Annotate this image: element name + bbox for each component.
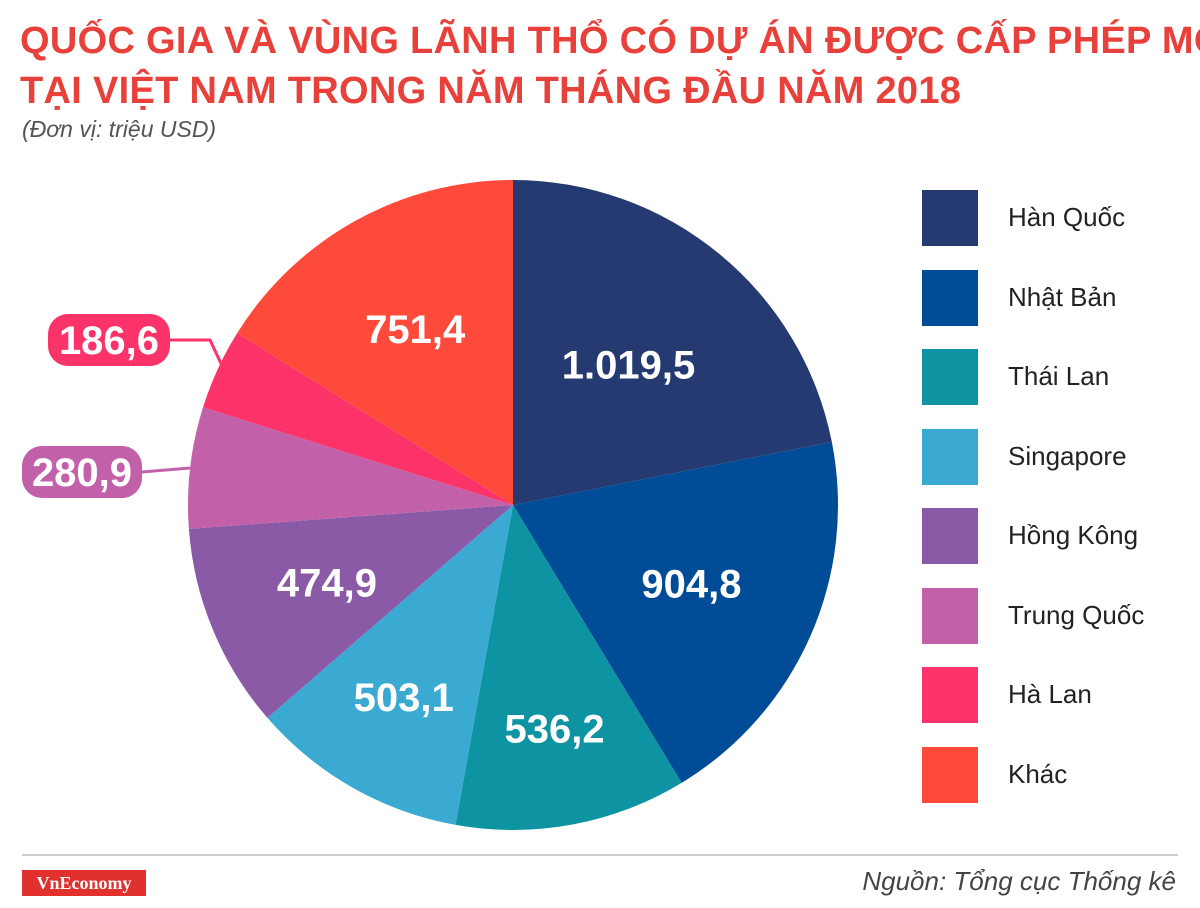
legend-swatch bbox=[922, 587, 978, 644]
legend-swatch bbox=[922, 190, 978, 246]
slice-value-label: 280,9 bbox=[32, 451, 132, 495]
slice-value-label: 751,4 bbox=[365, 308, 466, 352]
source-note: Nguồn: Tổng cục Thống kê bbox=[862, 866, 1176, 896]
legend-label: Hàn Quốc bbox=[1008, 202, 1126, 232]
legend-label: Singapore bbox=[1008, 440, 1127, 471]
legend-label: Thái Lan bbox=[1008, 361, 1110, 391]
pie-slice bbox=[455, 505, 682, 830]
pie-slice bbox=[513, 180, 832, 505]
slice-value-label: 474,9 bbox=[277, 561, 377, 605]
slice-value-label: 503,1 bbox=[354, 676, 454, 720]
footer-divider bbox=[22, 854, 1178, 856]
slice-value-label: 904,8 bbox=[641, 563, 741, 607]
pie-slice bbox=[188, 505, 513, 718]
legend-swatch bbox=[922, 269, 978, 326]
chart-title-line-1: QUỐC GIA VÀ VÙNG LÃNH THỔ CÓ DỰ ÁN ĐƯỢC … bbox=[20, 20, 1200, 62]
pie-slice bbox=[513, 441, 838, 783]
legend-label: Khác bbox=[1008, 758, 1068, 789]
slice-value-label: 186,6 bbox=[59, 319, 159, 363]
legend-label: Hồng Kông bbox=[1008, 520, 1139, 550]
chart-title: QUỐC GIA VÀ VÙNG LÃNH THỔ CÓ DỰ ÁN ĐƯỢC … bbox=[20, 16, 1200, 116]
slice-value-label: 1.019,5 bbox=[562, 343, 695, 387]
legend-label: Hà Lan bbox=[1008, 679, 1092, 709]
legend-swatch bbox=[922, 667, 978, 723]
legend-label: Nhật Bản bbox=[1008, 281, 1117, 312]
legend-label: Trung Quốc bbox=[1008, 599, 1145, 630]
chart-title-line-2: TẠI VIỆT NAM TRONG NĂM THÁNG ĐẦU NĂM 201… bbox=[20, 70, 962, 112]
chart-unit-subtitle: (Đơn vị: triệu USD) bbox=[22, 116, 217, 142]
slice-value-label: 536,2 bbox=[505, 708, 605, 752]
legend-swatch bbox=[922, 349, 978, 405]
pie-slice bbox=[237, 180, 513, 505]
brand-logo: VnEconomy bbox=[22, 870, 146, 896]
pie-slice bbox=[188, 407, 513, 529]
callout-leader-line bbox=[141, 466, 191, 474]
pie-slice bbox=[203, 333, 513, 505]
legend-swatch bbox=[922, 428, 978, 485]
pie-slice bbox=[267, 505, 513, 825]
callout-leader-line bbox=[170, 338, 227, 373]
callout-box bbox=[22, 446, 142, 498]
legend-swatch bbox=[922, 746, 978, 803]
callout-box bbox=[48, 314, 170, 366]
legend-swatch bbox=[922, 508, 978, 564]
